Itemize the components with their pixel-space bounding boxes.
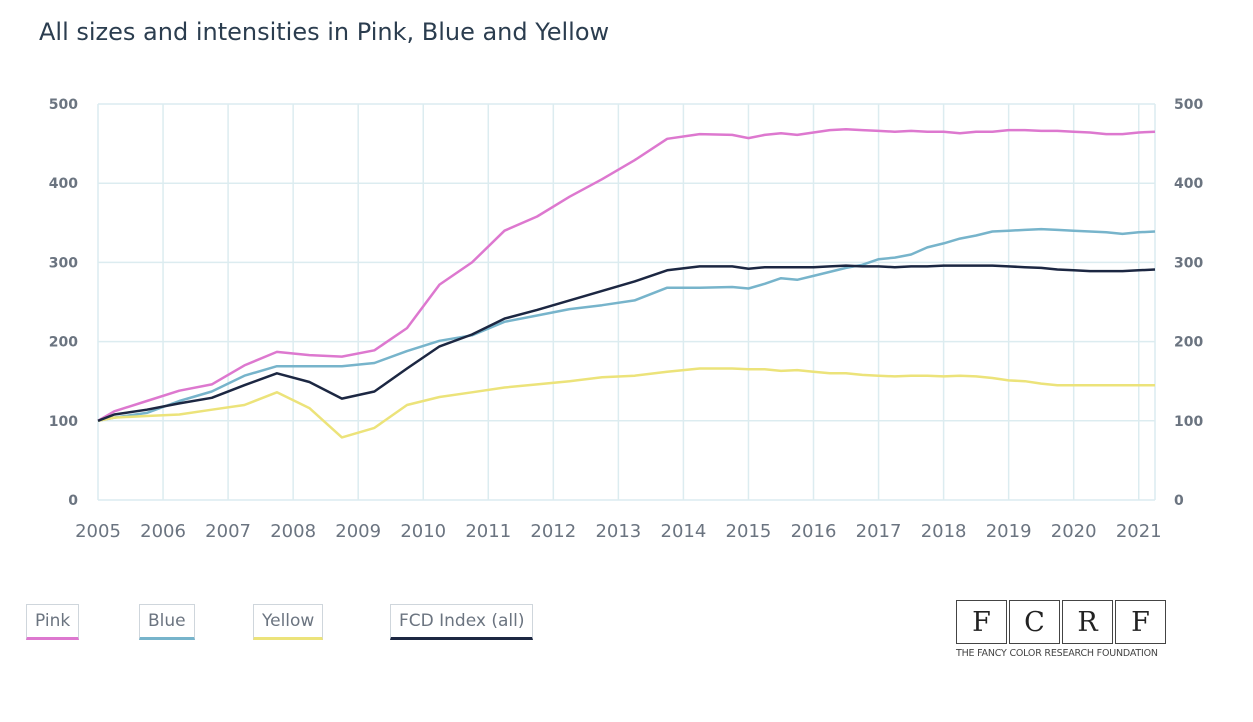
x-axis: 2005 2006 2007 2008 2009 2010 2011 2012 2013 2014…: [75, 521, 1162, 542]
legend-item-yellow[interactable]: Yellow: [253, 604, 324, 640]
legend-label: Blue: [148, 611, 186, 631]
x-tick-label: 2020: [1051, 521, 1097, 542]
y-tick-label-right: 400: [1174, 176, 1203, 192]
x-tick-label: 2006: [140, 521, 186, 542]
legend-label: Pink: [35, 611, 71, 631]
x-tick-label: 2011: [465, 521, 511, 542]
x-tick-label: 2015: [726, 521, 772, 542]
y-tick-label-left: 500: [49, 97, 78, 113]
x-tick-label: 2005: [75, 521, 121, 542]
y-tick-label-left: 400: [49, 176, 78, 192]
series-line-yellow: [97, 367, 1155, 439]
y-tick-label-right: 0: [1174, 493, 1184, 509]
x-tick-label: 2013: [595, 521, 641, 542]
y-tick-label-right: 300: [1174, 255, 1203, 271]
logo-letter: F: [956, 600, 1007, 644]
y-axis-left: 0 100 200 300 400 500: [49, 97, 78, 509]
y-tick-label-left: 100: [49, 414, 78, 430]
x-tick-label: 2010: [400, 521, 446, 542]
logo-letter: C: [1009, 600, 1060, 644]
x-tick-label: 2019: [986, 521, 1032, 542]
x-tick-label: 2012: [530, 521, 576, 542]
x-tick-label: 2014: [661, 521, 707, 542]
x-tick-label: 2007: [205, 521, 251, 542]
x-tick-label: 2017: [856, 521, 902, 542]
chart-title: All sizes and intensities in Pink, Blue …: [39, 18, 610, 46]
legend-item-pink[interactable]: Pink: [26, 604, 80, 640]
logo-letter: F: [1115, 600, 1166, 644]
logo-subtitle: THE FANCY COLOR RESEARCH FOUNDATION: [956, 648, 1158, 659]
y-tick-label-left: 300: [49, 255, 78, 271]
series-lines: [97, 128, 1156, 439]
x-tick-label: 2021: [1116, 521, 1162, 542]
legend-label: Yellow: [262, 611, 315, 631]
y-tick-label-right: 200: [1174, 335, 1203, 351]
fcrf-logo: F C R F THE FANCY COLOR RESEARCH FOUNDAT…: [956, 600, 1168, 662]
y-tick-label-left: 200: [49, 335, 78, 351]
legend-item-blue[interactable]: Blue: [139, 604, 195, 640]
legend-label: FCD Index (all): [399, 611, 525, 631]
legend-item-fcd-index[interactable]: FCD Index (all): [390, 604, 534, 640]
x-tick-label: 2008: [270, 521, 316, 542]
y-tick-label-right: 500: [1174, 97, 1203, 113]
series-line-fcd-index-all: [97, 264, 1156, 422]
x-tick-label: 2009: [335, 521, 381, 542]
logo-letter: R: [1062, 600, 1113, 644]
series-line-pink: [97, 128, 1156, 422]
y-axis-right: 0 100 200 300 400 500: [1174, 97, 1203, 509]
x-tick-label: 2016: [791, 521, 837, 542]
series-line-blue: [97, 227, 1156, 423]
y-tick-label-right: 100: [1174, 414, 1203, 430]
y-tick-label-left: 0: [68, 493, 78, 509]
x-tick-label: 2018: [921, 521, 967, 542]
logo-letters: F C R F: [956, 600, 1168, 644]
